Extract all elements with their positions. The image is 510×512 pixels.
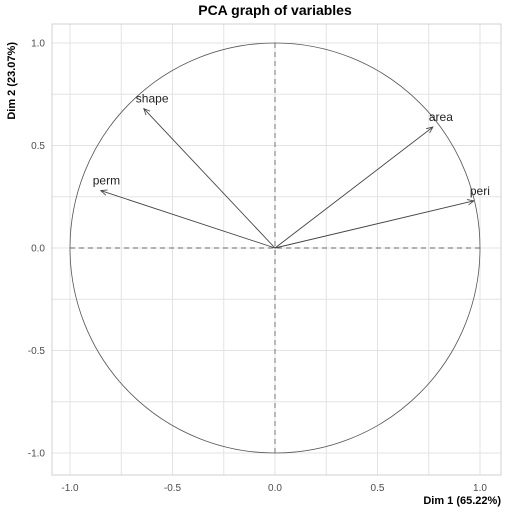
y-tick-label: 0.5 [31, 141, 45, 152]
x-tick-label: 0.0 [268, 483, 282, 494]
chart-title: PCA graph of variables [198, 2, 352, 18]
label-peri: peri [470, 184, 490, 198]
x-axis-title: Dim 1 (65.22%) [423, 495, 501, 507]
y-tick-label: -0.5 [28, 346, 46, 357]
arrow-shape [144, 109, 276, 249]
y-tick-label: 0.0 [31, 244, 45, 255]
arrow-peri [274, 201, 474, 249]
variable-arrows: shape perm area peri [93, 92, 490, 249]
tick-labels: -1.0 -0.5 0.0 0.5 1.0 -1.0 -0.5 0.0 0.5 1.0 [28, 39, 488, 495]
arrow-perm [101, 191, 276, 249]
y-tick-label: -1.0 [28, 449, 46, 460]
guides [69, 42, 481, 454]
label-shape: shape [136, 92, 169, 106]
label-perm: perm [93, 174, 120, 188]
x-tick-label: 0.5 [371, 483, 385, 494]
y-tick-label: 1.0 [31, 39, 45, 50]
plot-panel [51, 23, 502, 476]
x-tick-label: -0.5 [164, 483, 182, 494]
x-tick-label: 1.0 [473, 483, 487, 494]
grid [52, 24, 501, 475]
label-area: area [429, 110, 453, 124]
arrow-area [274, 127, 433, 249]
x-tick-label: -1.0 [61, 483, 79, 494]
y-axis-title: Dim 2 (23.07%) [6, 42, 18, 120]
